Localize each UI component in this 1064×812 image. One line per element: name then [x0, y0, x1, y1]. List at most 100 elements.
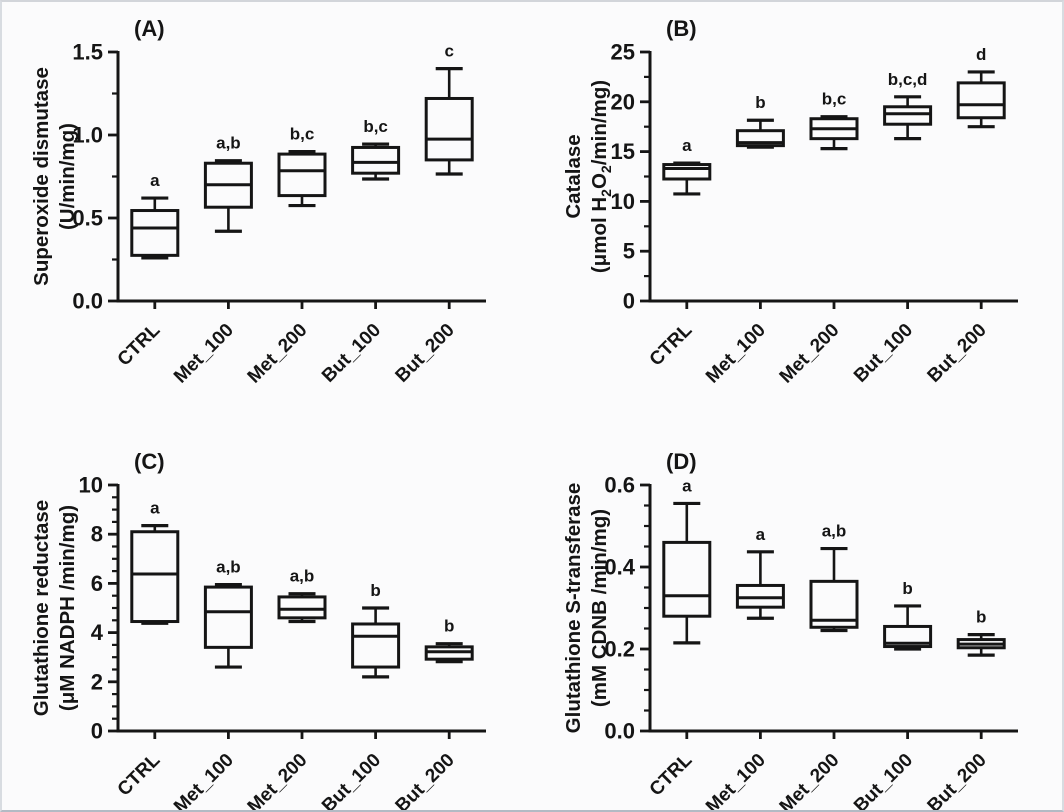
- y-tick-label: 6: [91, 571, 103, 596]
- x-category-label: Met_100: [702, 750, 770, 812]
- iqr-box: [956, 81, 1006, 120]
- chart-panel-a-superoxide-dismutase: 0.0 0.5 1.0 1.5 CTRL Met_100 Met_200 But_100 But…: [30, 16, 486, 388]
- x-category-label: Met_200: [244, 320, 312, 388]
- box-plot-but_100: b,c,d: [883, 70, 933, 141]
- y-axis-title: (μmol H2O2/min/mg): [588, 80, 614, 273]
- y-tick-label: 10: [611, 189, 635, 214]
- y-axis: 0 2 4 6 8 10: [79, 473, 120, 744]
- significance-letters: d: [976, 45, 986, 64]
- significance-letters: b,c: [290, 125, 315, 144]
- iqr-box: [277, 595, 327, 620]
- significance-letters: b: [755, 93, 765, 112]
- y-axis: 0 5 10 15 20 25: [611, 40, 652, 314]
- x-category-label: But_100: [318, 750, 385, 812]
- y-tick-label: 5: [623, 239, 635, 264]
- box-plot-met_200: a,b: [809, 522, 859, 633]
- iqr-box: [662, 540, 712, 618]
- x-category-label: CTRL: [114, 749, 165, 800]
- x-category-label: But_200: [924, 750, 991, 812]
- x-category-label: CTRL: [114, 319, 165, 370]
- box-plot-ctrl: a: [130, 171, 180, 260]
- iqr-box: [130, 209, 180, 257]
- y-axis-title: (μM NADPH /min/mg): [56, 505, 79, 711]
- y-tick-label: 15: [611, 139, 635, 164]
- significance-letters: b,c: [363, 117, 388, 136]
- significance-letters: a: [682, 476, 692, 495]
- y-axis-title: Glutathione S-transferase: [562, 483, 585, 734]
- y-axis-title: Catalase: [562, 134, 585, 218]
- box-plot-met_100: b: [735, 93, 785, 149]
- significance-letters: a,b: [822, 522, 847, 541]
- y-tick-label: 1.5: [72, 40, 103, 65]
- x-axis: CTRL Met_100 Met_200 But_100 But_200: [114, 729, 486, 812]
- x-category-label: Met_100: [170, 750, 238, 812]
- iqr-box: [424, 96, 474, 162]
- y-tick-label: 8: [91, 522, 103, 547]
- box-plot-met_200: b,c: [277, 125, 327, 208]
- box-plot-met_100: a,b: [203, 134, 253, 233]
- box-plot-but_100: b: [351, 581, 401, 679]
- box-plot-met_100: a,b: [203, 558, 253, 669]
- iqr-box: [351, 622, 401, 669]
- box-plot-ctrl: a: [130, 499, 180, 625]
- significance-letters: a: [150, 499, 160, 518]
- iqr-box: [351, 145, 401, 175]
- significance-letters: a: [682, 136, 692, 155]
- box-plot-but_100: b,c: [351, 117, 401, 181]
- y-tick-label: 0.2: [604, 637, 635, 662]
- iqr-box: [203, 585, 253, 649]
- box-plot-but_200: b: [956, 608, 1006, 657]
- y-axis-title: Superoxide dismutase: [30, 67, 53, 286]
- significance-letters: a,b: [216, 558, 241, 577]
- x-axis: CTRL Met_100 Met_200 But_100 But_200: [646, 729, 1018, 812]
- x-category-label: But_100: [850, 750, 917, 812]
- x-category-label: But_200: [392, 750, 459, 812]
- box-plot-but_200: c: [424, 42, 474, 176]
- y-tick-label: 1.0: [72, 123, 103, 148]
- x-category-label: Met_200: [776, 320, 844, 388]
- x-category-label: But_200: [392, 320, 459, 387]
- box-plot-met_200: a,b: [277, 567, 327, 624]
- y-axis: 0.0 0.2 0.4 0.6: [604, 473, 652, 744]
- box-plot-but_100: b: [883, 579, 933, 651]
- y-axis: 0.0 0.5 1.0 1.5: [72, 40, 120, 314]
- y-tick-label: 0.6: [604, 473, 635, 498]
- x-category-label: But_200: [924, 320, 991, 387]
- y-tick-label: 20: [611, 89, 635, 114]
- chart-panel-c-glutathione-reductase: 0 2 4 6 8 10 CTRL Met_100 Met_200 But_100 But_200 a…: [30, 449, 486, 812]
- y-tick-label: 0.0: [72, 289, 103, 314]
- x-axis: CTRL Met_100 Met_200 But_100 But_200: [114, 299, 486, 388]
- panel-label: (A): [134, 16, 165, 41]
- significance-letters: b: [976, 608, 986, 627]
- y-tick-label: 0: [623, 289, 635, 314]
- significance-letters: b,c: [822, 90, 847, 109]
- y-tick-label: 0.5: [72, 206, 103, 231]
- box-plot-met_100: a: [735, 525, 785, 620]
- significance-letters: b: [370, 581, 380, 600]
- significance-letters: a: [150, 171, 160, 190]
- significance-letters: b,c,d: [888, 70, 928, 89]
- panel-label: (D): [666, 449, 697, 474]
- y-tick-label: 4: [91, 620, 104, 645]
- y-tick-label: 2: [91, 669, 103, 694]
- box-plot-ctrl: a: [662, 476, 712, 645]
- chart-panel-d-glutathione-s-transferase: 0.0 0.2 0.4 0.6 CTRL Met_100 Met_200 But_100 But…: [562, 449, 1018, 812]
- x-category-label: Met_200: [244, 750, 312, 812]
- box-plot-met_200: b,c: [809, 90, 859, 151]
- significance-letters: a: [756, 525, 766, 544]
- iqr-box: [130, 530, 180, 624]
- iqr-box: [883, 624, 933, 649]
- y-tick-label: 0.4: [604, 555, 635, 580]
- y-axis-title: Glutathione reductase: [30, 500, 53, 716]
- x-category-label: Met_200: [776, 750, 844, 812]
- y-tick-label: 0: [91, 719, 103, 744]
- significance-letters: b: [444, 617, 454, 636]
- chart-panel-b-catalase: 0 5 10 15 20 25 CTRL Met_100 Met_200 But_100 But_2…: [562, 16, 1018, 388]
- x-category-label: But_100: [850, 320, 917, 387]
- iqr-box: [662, 163, 712, 181]
- significance-letters: b: [902, 579, 912, 598]
- iqr-box: [883, 105, 933, 126]
- y-tick-label: 0.0: [604, 719, 635, 744]
- x-category-label: Met_100: [170, 320, 238, 388]
